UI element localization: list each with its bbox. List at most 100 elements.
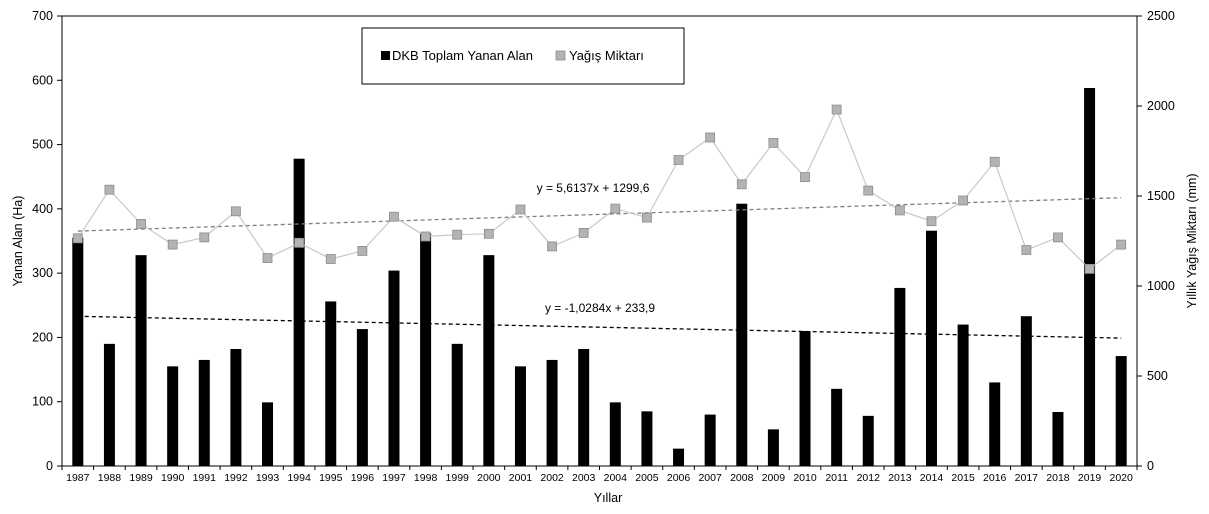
x-tick-label-2002: 2002 (540, 472, 564, 484)
x-tick-label-2015: 2015 (951, 472, 975, 484)
bar-2019 (1084, 88, 1096, 466)
rainfall-marker-1994 (294, 237, 305, 248)
x-tick-label-1997: 1997 (382, 472, 406, 484)
x-tick-label-2016: 2016 (983, 472, 1007, 484)
rainfall-marker-2003 (578, 227, 589, 238)
x-tick-label-1999: 1999 (446, 472, 470, 484)
rainfall-marker-1991 (199, 232, 210, 243)
bar-1992 (230, 349, 242, 466)
bar-1993 (262, 402, 274, 466)
x-tick-label-2019: 2019 (1078, 472, 1102, 484)
bar-1994 (293, 158, 305, 466)
bar-1997 (388, 270, 400, 466)
bar-2013 (894, 287, 906, 466)
bar-2014 (925, 230, 937, 466)
x-tick-label-2001: 2001 (509, 472, 533, 484)
rainfall-marker-2001 (515, 204, 526, 215)
rainfall-marker-2012 (863, 185, 874, 196)
bar-2015 (957, 324, 969, 466)
rainfall-line-layer (72, 104, 1127, 274)
rainfall-marker-1989 (136, 218, 146, 229)
rainfall-marker-2006 (673, 155, 684, 165)
rainfall-marker-2002 (547, 241, 557, 252)
bar-2009 (767, 429, 779, 466)
x-tick-label-1998: 1998 (414, 472, 438, 484)
bar-2007 (704, 414, 716, 466)
x-tick-label-2018: 2018 (1046, 472, 1070, 484)
legend-swatch-bar (381, 51, 390, 60)
legend: DKB Toplam Yanan Alan Yağış Miktarı (361, 27, 685, 85)
rainfall-line (77, 108, 1122, 270)
bar-1991 (198, 359, 210, 466)
right-tick-label: 1500 (1147, 189, 1175, 203)
bar-2018 (1052, 412, 1064, 466)
x-tick-label-1987: 1987 (66, 472, 90, 484)
trendline-equation-burned-area: y = -1,0284x + 233,9 (545, 301, 655, 315)
legend-swatch-line (555, 50, 566, 61)
left-tick-label: 500 (32, 138, 53, 152)
bar-1987 (72, 237, 84, 466)
x-tick-label-2008: 2008 (730, 472, 754, 484)
rainfall-marker-2010 (800, 172, 810, 183)
rainfall-marker-1996 (357, 245, 368, 256)
x-tick-label-2005: 2005 (635, 472, 659, 484)
bar-1988 (103, 343, 115, 466)
x-tick-label-1988: 1988 (98, 472, 122, 484)
rainfall-marker-2009 (768, 137, 779, 148)
x-tick-label-2000: 2000 (477, 472, 501, 484)
bar-2008 (736, 203, 748, 466)
x-tick-label-2004: 2004 (604, 472, 628, 484)
x-tick-label-2007: 2007 (698, 472, 722, 484)
x-tick-label-1992: 1992 (224, 472, 248, 484)
rainfall-marker-2007 (705, 132, 716, 143)
rainfall-marker-2016 (989, 156, 1000, 167)
x-tick-label-1996: 1996 (351, 472, 375, 484)
x-tick-label-1990: 1990 (161, 472, 185, 484)
bar-2006 (673, 448, 685, 466)
right-tick-label: 2000 (1147, 99, 1175, 113)
bar-1999 (451, 343, 463, 466)
bar-2003 (578, 349, 590, 466)
bar-2012 (862, 415, 874, 466)
bar-2001 (514, 366, 526, 466)
left-tick-label: 700 (32, 9, 53, 23)
right-tick-label: 1000 (1147, 279, 1175, 293)
bar-1990 (167, 366, 179, 466)
rainfall-marker-1999 (452, 229, 463, 240)
right-tick-label: 500 (1147, 369, 1168, 383)
x-tick-label-2009: 2009 (762, 472, 786, 484)
right-tick-label: 0 (1147, 459, 1154, 473)
x-tick-label-2011: 2011 (825, 472, 848, 484)
trendlines-layer (77, 197, 1122, 339)
rainfall-marker-2018 (1053, 232, 1063, 243)
bar-1996 (356, 329, 368, 466)
labels-layer: y = -1,0284x + 233,9 y = 5,6137x + 1299,6… (11, 9, 1199, 505)
x-tick-label-1993: 1993 (256, 472, 280, 484)
rainfall-marker-1995 (325, 254, 336, 264)
rainfall-marker-2013 (894, 205, 905, 216)
rainfall-marker-1990 (167, 239, 178, 250)
bar-2002 (546, 359, 558, 466)
left-axis-title: Yanan Alan (Ha) (11, 196, 25, 287)
bar-2005 (641, 411, 653, 466)
x-tick-label-2003: 2003 (572, 472, 596, 484)
rainfall-marker-1988 (104, 184, 115, 195)
bar-2017 (1020, 316, 1032, 466)
x-tick-label-2012: 2012 (857, 472, 881, 484)
bar-1998 (420, 233, 432, 466)
x-axis-title: Yıllar (594, 491, 622, 505)
x-tick-label-1989: 1989 (129, 472, 153, 484)
x-tick-label-2014: 2014 (920, 472, 944, 484)
rainfall-marker-1992 (230, 206, 241, 217)
trendline-burned-area (77, 315, 1122, 339)
x-tick-label-1991: 1991 (193, 472, 217, 484)
x-tick-label-1994: 1994 (287, 472, 311, 484)
axes-layer (57, 15, 1142, 470)
bar-2004 (609, 402, 621, 466)
rainfall-marker-1987 (72, 233, 83, 244)
left-tick-label: 300 (32, 266, 53, 280)
legend-label-bar: DKB Toplam Yanan Alan (392, 48, 533, 63)
bar-1989 (135, 255, 147, 466)
rainfall-marker-2011 (831, 104, 842, 115)
